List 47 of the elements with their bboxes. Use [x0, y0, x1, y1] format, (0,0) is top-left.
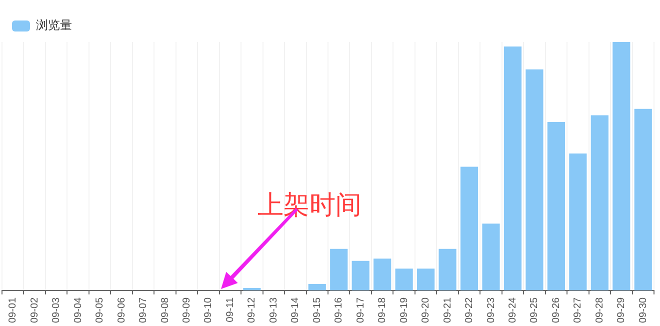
- x-tick-label: 09-08: [160, 296, 171, 323]
- bar: [374, 258, 392, 290]
- bar: [330, 248, 348, 290]
- bar: [526, 69, 544, 290]
- bar: [460, 166, 478, 290]
- x-tick-label: 09-15: [312, 296, 323, 323]
- x-tick-label: 09-01: [8, 296, 19, 323]
- x-tick-label: 09-20: [420, 296, 432, 323]
- x-tick-label: 09-14: [290, 296, 302, 323]
- bar: [590, 115, 608, 290]
- x-tick-label: 09-24: [507, 296, 518, 323]
- x-tick-label: 09-17: [355, 296, 366, 323]
- x-tick-label: 09-16: [334, 296, 345, 323]
- bar: [482, 224, 500, 290]
- x-tick-label: 09-30: [638, 296, 649, 323]
- x-tick-label: 09-02: [29, 296, 40, 323]
- x-tick-label: 09-09: [181, 296, 192, 323]
- bar: [395, 268, 413, 290]
- x-tick-label: 09-07: [138, 296, 150, 323]
- bar: [547, 122, 565, 290]
- bar: [504, 46, 522, 290]
- legend-label: 浏览量: [36, 18, 72, 32]
- x-tick-label: 09-11: [224, 296, 236, 322]
- x-tick-label: 09-29: [616, 296, 628, 323]
- x-tick-label: 09-19: [398, 296, 410, 323]
- x-tick-label: 09-21: [442, 296, 454, 323]
- x-tick-label: 09-13: [268, 296, 280, 323]
- x-tick-label: 09-28: [594, 296, 606, 323]
- x-tick-label: 09-25: [529, 296, 540, 323]
- x-tick-label: 09-18: [377, 296, 388, 323]
- bar: [417, 268, 435, 290]
- bar: [569, 154, 587, 290]
- x-tick-label: 09-03: [51, 296, 62, 323]
- x-tick-label: 09-05: [94, 296, 106, 323]
- x-tick-label: 09-23: [486, 296, 497, 323]
- x-tick-label: 09-12: [246, 296, 258, 323]
- x-tick-label: 09-22: [464, 296, 476, 323]
- x-tick-label: 09-10: [203, 296, 214, 323]
- bar: [634, 108, 652, 290]
- x-tick-label: 09-27: [572, 296, 584, 323]
- bar: [438, 248, 456, 290]
- bar: [352, 260, 370, 290]
- x-tick-label: 09-26: [550, 296, 562, 323]
- x-tick-label: 09-04: [72, 296, 84, 323]
- bar: [612, 42, 630, 290]
- bar: [308, 284, 326, 290]
- x-tick-label: 09-06: [116, 296, 128, 323]
